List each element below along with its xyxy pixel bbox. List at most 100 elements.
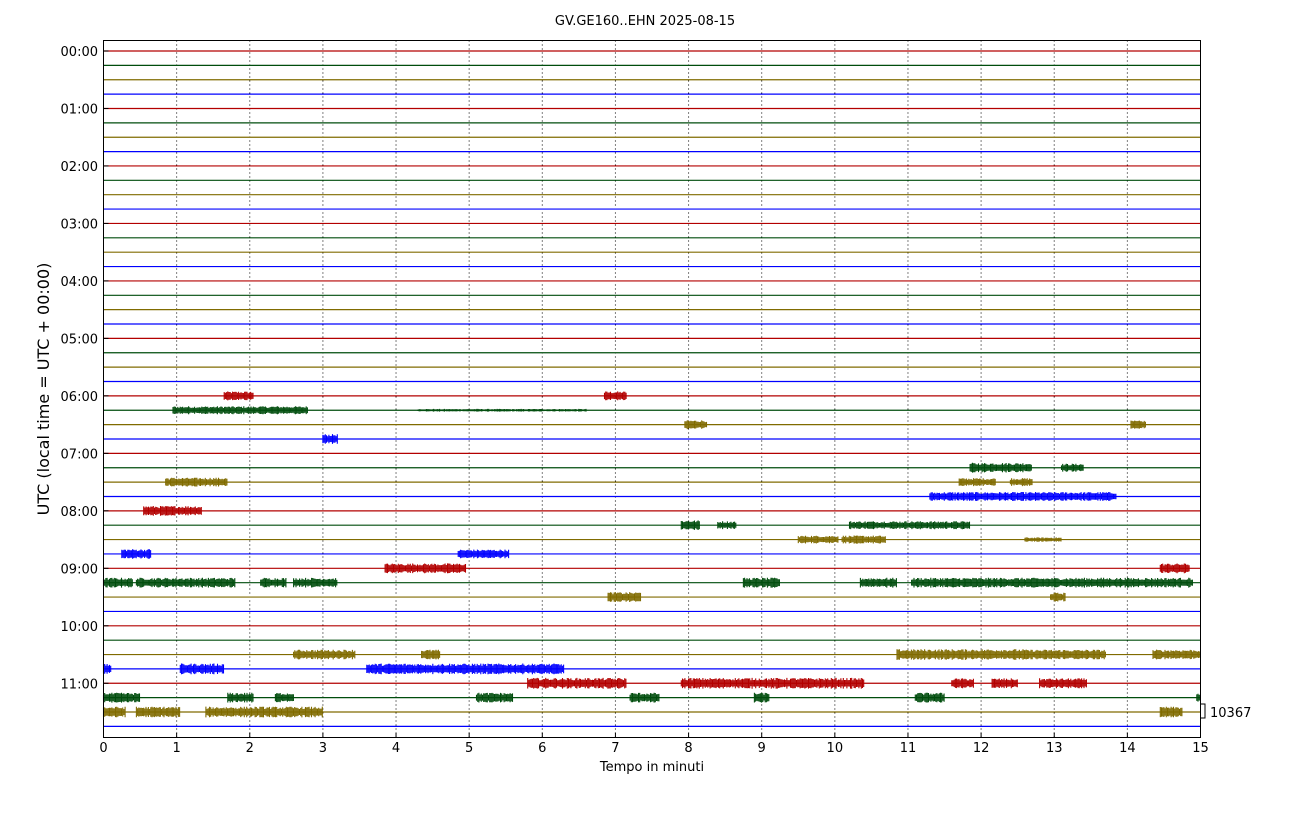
y-tick-label: 07:00 <box>61 447 98 462</box>
trace-burst <box>717 521 737 530</box>
trace-row <box>103 549 1201 559</box>
trace-burst <box>172 406 308 415</box>
trace-burst <box>102 577 133 588</box>
trace-row <box>102 663 1201 675</box>
trace-burst <box>293 577 338 588</box>
y-tick-label: 05:00 <box>61 332 98 347</box>
trace-row <box>103 677 1201 689</box>
trace-row <box>103 535 1201 544</box>
trace-burst <box>958 478 996 487</box>
scale-value: 10367 <box>1210 706 1251 721</box>
trace-burst <box>1024 649 1106 660</box>
y-tick-label: 09:00 <box>61 562 98 577</box>
trace-row <box>103 406 1201 415</box>
trace-row <box>103 434 1201 444</box>
trace-burst <box>607 592 642 602</box>
x-tick-label: 14 <box>1119 741 1136 756</box>
trace-burst <box>421 649 441 660</box>
trace-row <box>103 649 1201 660</box>
x-tick-label: 0 <box>99 741 107 756</box>
y-tick-label: 11:00 <box>61 677 98 692</box>
trace-burst <box>684 420 708 430</box>
x-tick-label: 1 <box>172 741 180 756</box>
trace-burst <box>293 649 356 660</box>
trace-row <box>103 592 1201 602</box>
y-tick-label: 02:00 <box>61 160 98 175</box>
trace-burst <box>1159 563 1190 574</box>
trace-burst <box>1130 420 1146 429</box>
trace-burst <box>929 492 1117 501</box>
scale-bracket <box>1201 703 1206 719</box>
trace-burst <box>135 706 181 718</box>
x-tick-label: 13 <box>1046 741 1063 756</box>
amplitude-scale-marker: 10367 <box>1201 703 1251 721</box>
trace-burst <box>859 577 897 588</box>
trace-burst <box>384 563 467 574</box>
y-tick-label: 04:00 <box>61 275 98 290</box>
y-tick-label: 08:00 <box>61 505 98 520</box>
trace-burst <box>417 408 587 412</box>
trace-row <box>102 692 1201 703</box>
trace-burst <box>629 692 660 703</box>
trace-burst <box>223 391 254 401</box>
trace-burst <box>969 462 1032 473</box>
trace-burst <box>457 549 510 559</box>
trace-burst <box>1024 537 1062 542</box>
trace-burst <box>592 677 627 689</box>
x-axis-label: Tempo in minuti <box>599 760 704 775</box>
x-tick-label: 5 <box>465 741 473 756</box>
trace-burst <box>753 692 770 703</box>
trace-row <box>103 420 1201 430</box>
y-tick-label: 06:00 <box>61 390 98 405</box>
trace-burst <box>1050 592 1066 602</box>
x-tick-label: 4 <box>392 741 400 756</box>
y-tick-label: 10:00 <box>61 620 98 635</box>
vertical-gridlines <box>176 40 1128 738</box>
trace-burst <box>475 692 514 703</box>
y-tick-label: 00:00 <box>61 45 98 60</box>
x-tick-label: 11 <box>900 741 917 756</box>
trace-burst <box>135 577 236 588</box>
trace-row <box>103 462 1201 473</box>
trace-burst <box>951 678 974 689</box>
y-axis-ticks: 00:00 01:00 02:00 03:00 04:00 05:00 06:00 07:00… <box>61 45 109 692</box>
trace-row <box>103 563 1201 574</box>
trace-burst <box>797 535 839 544</box>
trace-burst <box>603 391 627 401</box>
x-tick-label: 10 <box>827 741 844 756</box>
trace-burst <box>1196 693 1201 702</box>
trace-burst <box>742 577 780 588</box>
y-axis-label: UTC (local time = UTC + 00:00) <box>34 263 53 516</box>
trace-row <box>103 520 1201 530</box>
x-axis-ticks: 0 1 2 3 4 5 6 7 8 9 10 11 12 13 14 15 <box>99 732 1209 756</box>
trace-burst <box>914 692 945 703</box>
trace-burst <box>896 649 1025 660</box>
trace-burst <box>227 692 254 703</box>
trace-burst <box>205 706 323 718</box>
x-tick-label: 9 <box>758 741 766 756</box>
x-tick-label: 12 <box>973 741 990 756</box>
trace-burst <box>911 577 1193 588</box>
chart-title: GV.GE160..EHN 2025-08-15 <box>555 14 735 29</box>
trace-burst <box>848 521 971 530</box>
x-tick-label: 2 <box>246 741 254 756</box>
trace-burst <box>1159 706 1183 718</box>
trace-row <box>103 391 1201 401</box>
trace-burst <box>1060 463 1084 472</box>
trace-burst <box>527 677 594 689</box>
trace-burst <box>322 434 338 444</box>
y-tick-label: 03:00 <box>61 217 98 232</box>
y-tick-label: 01:00 <box>61 102 98 117</box>
x-tick-label: 8 <box>684 741 692 756</box>
trace-burst <box>179 663 225 675</box>
trace-burst <box>1152 649 1201 660</box>
trace-burst <box>1039 678 1087 689</box>
x-tick-label: 6 <box>538 741 546 756</box>
trace-row <box>102 706 1201 718</box>
trace-row <box>103 506 1201 516</box>
trace-burst <box>260 577 287 588</box>
trace-burst <box>143 506 202 516</box>
trace-burst <box>102 706 126 718</box>
trace-burst <box>841 535 886 544</box>
